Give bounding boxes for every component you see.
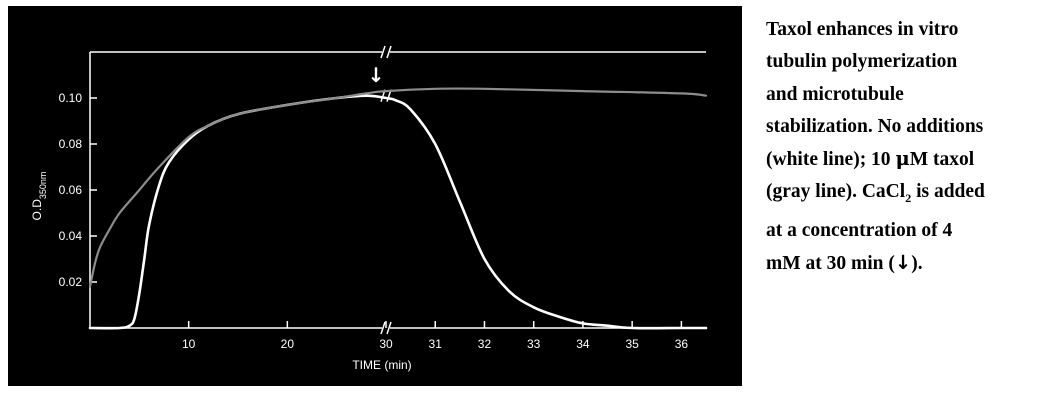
x-tick-label: 36 (675, 337, 689, 351)
caption-subscript: 2 (905, 191, 912, 206)
figure-panel: 0.02 0.04 0.06 0.08 0.10 10 20 30 31 32 33 34 35 36 T… (8, 6, 742, 386)
caption-line: tubulin polymerization (766, 51, 958, 73)
x-tick-label: 35 (625, 337, 639, 351)
no-additions-series-line (88, 94, 708, 330)
chart-background (8, 6, 742, 386)
x-tick-label: 31 (429, 337, 443, 351)
axis-break-bottom-b (386, 321, 392, 335)
calcium-addition-arrow: ↓ (368, 63, 385, 87)
caption-mu-symbol: μ (895, 147, 910, 171)
caption-line: and microtubule (766, 83, 904, 105)
y-tick-label: 0.08 (59, 137, 83, 151)
x-axis-label: TIME (min) (352, 358, 411, 372)
caption-line: (gray line). CaCl (766, 181, 906, 203)
y-tick-label: 0.04 (59, 229, 83, 243)
x-tick-label: 34 (576, 337, 590, 351)
x-tick-label: 30 (379, 337, 393, 351)
y-tick-label: 0.10 (59, 91, 83, 105)
chart-axes (89, 45, 706, 335)
x-tick-label: 20 (281, 337, 295, 351)
y-axis-label-sub: 350nm (38, 172, 48, 200)
chart-series (88, 87, 708, 330)
caption-line: M taxol (909, 149, 975, 171)
caption-line: (white line); 10 (766, 149, 896, 171)
caption-line: is added (911, 181, 985, 203)
chart-tick-labels: 0.02 0.04 0.06 0.08 0.10 10 20 30 31 32 33 34 35 36 (59, 91, 689, 351)
axis-break-top-a (380, 45, 386, 59)
x-tick-label: 32 (478, 337, 492, 351)
caption-line: Taxol enhances in vitro (766, 19, 959, 40)
y-tick-label: 0.02 (59, 275, 83, 289)
y-axis-label: O.D350nm (30, 172, 48, 221)
caption-line: ). (911, 252, 923, 274)
x-tick-label: 10 (182, 337, 196, 351)
axis-break-bottom-a (380, 321, 386, 335)
caption-line: at a concentration of 4 (766, 219, 953, 241)
taxol-series-line (88, 87, 708, 288)
x-tick-label: 33 (527, 337, 541, 351)
y-axis-label-main: O.D (30, 199, 44, 221)
figure-caption: Taxol enhances in vitro tubulin polymeri… (766, 14, 1036, 280)
caption-line: stabilization. No additions (766, 115, 984, 137)
caption-arrow-icon: ↓ (894, 250, 912, 274)
caption-line: mM at 30 min ( (766, 252, 895, 274)
y-tick-label: 0.06 (59, 183, 83, 197)
axis-break-top-b (386, 45, 392, 59)
